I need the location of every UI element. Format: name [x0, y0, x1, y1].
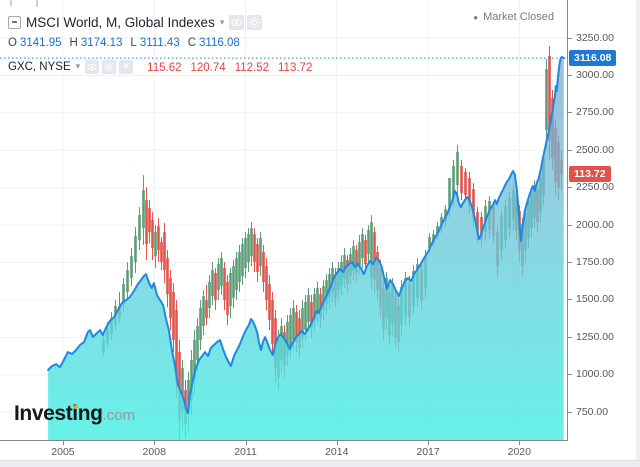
- toggle-visibility-button[interactable]: [85, 59, 100, 74]
- price-axis-tick: [568, 112, 572, 114]
- time-axis-tick: [428, 441, 429, 445]
- overlay-ohlc-readout: 115.62 120.74 112.52 113.72: [147, 58, 321, 76]
- eye-icon: [87, 63, 97, 70]
- logo-text: Investing: [14, 402, 103, 425]
- collapse-legend-icon[interactable]: [8, 15, 21, 29]
- overlay-low-value: 112.52: [234, 61, 270, 74]
- toggle-visibility-button[interactable]: [229, 14, 245, 30]
- price-axis-label: 2750.00: [576, 106, 614, 119]
- price-axis-tick: [568, 187, 572, 189]
- symbol-title[interactable]: MSCI World, M, Global Indexes: [26, 14, 215, 30]
- series-settings-button[interactable]: [102, 59, 117, 74]
- close-icon: ×: [123, 60, 130, 72]
- toolbar-remnant: [10, 0, 12, 6]
- investing-logo: Investing.com: [14, 402, 135, 426]
- price-chart-canvas[interactable]: [0, 0, 568, 441]
- status-dot-icon: ●: [473, 13, 479, 22]
- time-axis-tick: [154, 441, 155, 445]
- price-axis-tick: [568, 299, 572, 301]
- overlay-symbol[interactable]: GXC, NYSE: [8, 60, 71, 73]
- eye-icon: [231, 18, 243, 26]
- time-axis[interactable]: 2005 2008 2011 2014 2017 2020: [0, 441, 640, 460]
- last-price-badge: 3116.08: [569, 50, 617, 67]
- high-value: 3174.13: [80, 37, 123, 49]
- time-axis-tick: [63, 441, 64, 445]
- chevron-down-icon[interactable]: ▾: [75, 61, 81, 71]
- close-value: 3116.08: [199, 37, 240, 49]
- overlay-open-value: 115.62: [147, 61, 182, 74]
- high-label: H: [69, 37, 78, 49]
- overlay-high-value: 120.74: [190, 61, 226, 74]
- time-axis-label: 2014: [325, 446, 349, 458]
- price-axis[interactable]: 3116.08 113.72 3250.00 3000.00 2750.00 2500…: [568, 0, 640, 441]
- market-status: ● Market Closed: [473, 11, 554, 23]
- time-axis-label: 2017: [416, 446, 440, 458]
- overlay-series-row[interactable]: GXC, NYSE ▾ ×: [8, 59, 321, 74]
- price-axis-label: 1750.00: [576, 256, 614, 269]
- time-axis-tick: [337, 441, 338, 445]
- price-axis-tick: [568, 374, 572, 376]
- time-axis-label: 2011: [234, 446, 257, 458]
- main-series-row[interactable]: MSCI World, M, Global Indexes ▾: [8, 12, 321, 32]
- price-axis-label: 3000.00: [576, 68, 614, 81]
- low-label: L: [130, 37, 137, 49]
- open-value: 3141.95: [19, 37, 62, 49]
- chart-legend: MSCI World, M, Global Indexes ▾: [8, 12, 321, 74]
- bottom-divider-strip: [0, 460, 640, 467]
- time-axis-tick: [519, 441, 520, 445]
- overlay-price-badge: 113.72: [569, 166, 611, 183]
- gear-icon: [249, 16, 261, 28]
- price-axis-label: 750.00: [576, 405, 609, 418]
- logo-suffix: .com: [102, 407, 136, 424]
- close-label: C: [187, 37, 197, 49]
- market-status-label: Market Closed: [483, 11, 554, 23]
- time-axis-label: 2020: [507, 446, 531, 458]
- time-axis-label: 2005: [51, 446, 75, 458]
- time-axis-label: 2008: [142, 446, 166, 458]
- scroll-track: [636, 0, 640, 460]
- price-axis-label: 2500.00: [576, 143, 614, 156]
- toolbar-remnant: [36, 0, 38, 7]
- price-axis-tick: [568, 262, 572, 264]
- price-axis-tick: [568, 37, 572, 39]
- low-value: 3111.43: [139, 37, 180, 49]
- price-axis-tick: [568, 74, 572, 76]
- series-settings-button[interactable]: [247, 14, 263, 30]
- open-label: O: [8, 37, 17, 49]
- price-axis-label: 1500.00: [576, 293, 614, 306]
- price-axis-tick: [568, 411, 572, 413]
- price-axis-label: 1000.00: [576, 368, 614, 381]
- price-axis-tick: [568, 224, 572, 226]
- gear-icon: [103, 61, 115, 72]
- time-axis-tick: [246, 441, 247, 445]
- overlay-close-value: 113.72: [278, 61, 313, 74]
- ohlc-readout: O 3141.95 H 3174.13 L 3111.43 C 3116.08: [8, 36, 321, 50]
- price-axis-label: 2000.00: [576, 218, 614, 231]
- remove-series-button[interactable]: ×: [119, 59, 134, 74]
- price-axis-tick: [568, 149, 572, 151]
- price-axis-label: 2250.00: [576, 181, 614, 194]
- price-axis-tick: [568, 336, 572, 338]
- price-axis-label: 3250.00: [576, 31, 614, 44]
- chevron-down-icon[interactable]: ▾: [219, 16, 225, 27]
- price-axis-label: 1250.00: [576, 330, 614, 343]
- logo-orange-dot: [73, 404, 78, 409]
